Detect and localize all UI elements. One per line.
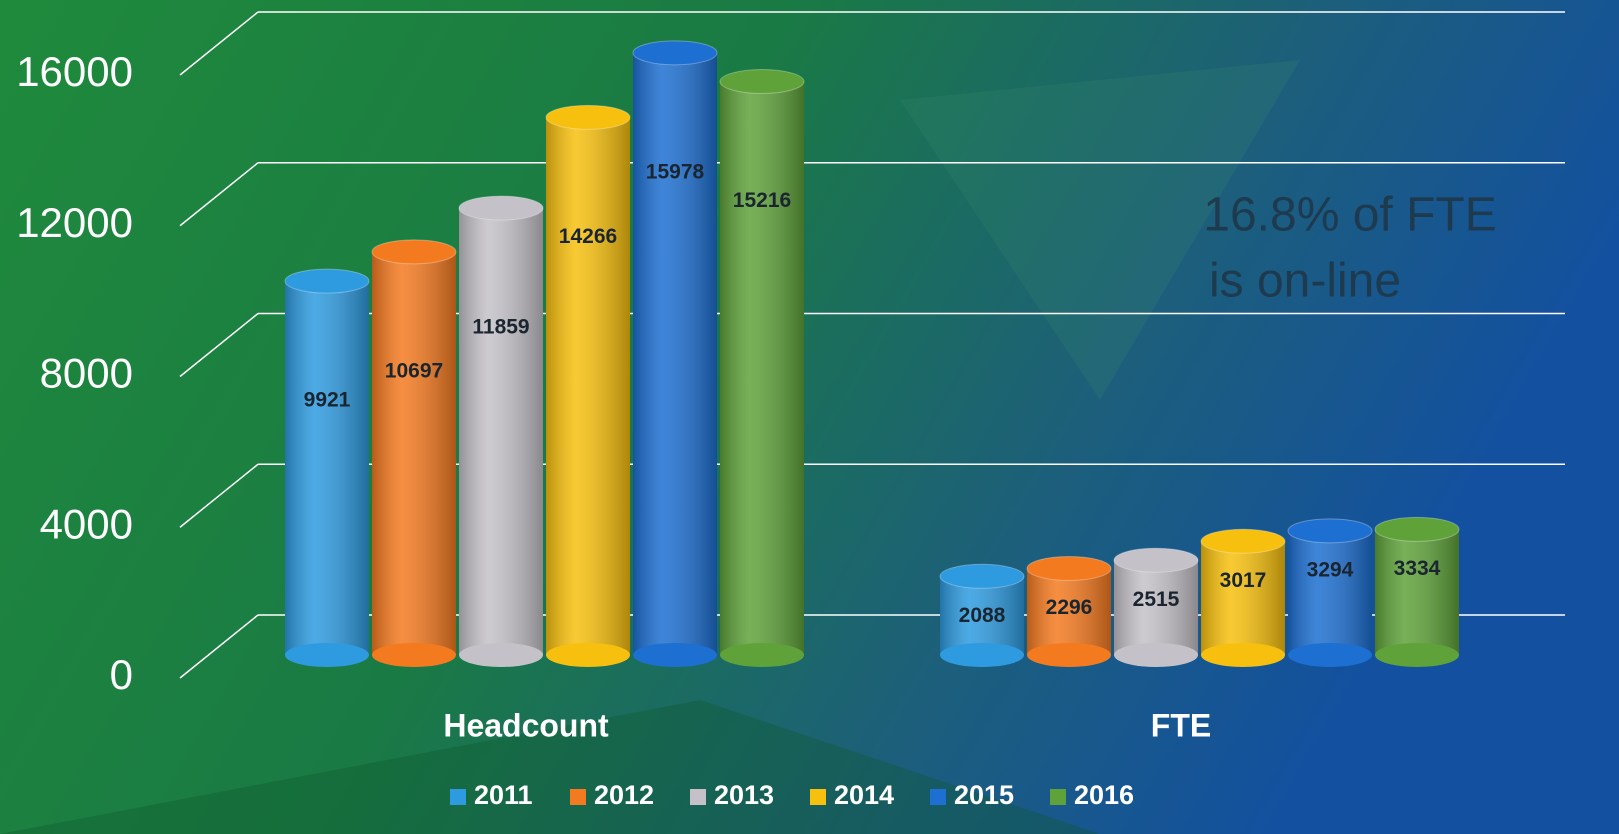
bar-top	[545, 104, 631, 130]
bar-shade	[285, 281, 369, 655]
data-label: 11859	[472, 316, 529, 339]
legend-swatch	[810, 789, 826, 805]
data-label: 10697	[385, 359, 443, 382]
bar-bottom	[1288, 643, 1372, 667]
bar-bottom	[633, 643, 717, 667]
decor	[900, 60, 1300, 400]
legend-label: 2016	[1074, 780, 1134, 810]
bar-bottom	[546, 643, 630, 667]
data-label: 15216	[733, 189, 791, 212]
bar-top	[939, 563, 1025, 589]
y-tick-label: 0	[110, 651, 133, 698]
bar-top	[719, 69, 805, 95]
annotation: 16.8% of FTE	[1203, 189, 1496, 242]
bar-top	[1200, 528, 1286, 554]
bar-top	[284, 268, 370, 294]
bar-top	[632, 40, 718, 66]
grid-line	[179, 162, 259, 227]
bar-top	[1026, 555, 1112, 581]
bar-top	[1287, 518, 1373, 544]
data-label: 3334	[1394, 557, 1441, 580]
data-label: 3294	[1307, 558, 1354, 581]
bar-shade	[372, 251, 456, 655]
legend-label: 2015	[954, 780, 1014, 810]
bar-top	[371, 239, 457, 265]
bar-bottom	[1375, 643, 1459, 667]
legend-label: 2012	[594, 780, 654, 810]
data-label: 2296	[1046, 596, 1093, 619]
bar	[939, 563, 1025, 667]
bar-bottom	[459, 643, 543, 667]
annotation: is on-line	[1209, 255, 1401, 308]
bar-bottom	[1027, 643, 1111, 667]
grid-line	[179, 614, 259, 679]
data-label: 15978	[646, 160, 705, 183]
bar-shade	[459, 208, 543, 655]
data-label: 14266	[559, 225, 617, 248]
bar-bottom	[285, 643, 369, 667]
bar-bottom	[372, 643, 456, 667]
x-tick-label: Headcount	[443, 707, 609, 743]
bar-shade	[1375, 529, 1459, 655]
bar-top	[1113, 547, 1199, 573]
bar-bottom	[1114, 643, 1198, 667]
bar	[284, 268, 370, 667]
legend-swatch	[930, 789, 946, 805]
bar-top	[1374, 516, 1460, 542]
bar	[632, 40, 718, 667]
bar-shade	[633, 52, 717, 656]
bar-bottom	[940, 643, 1024, 667]
y-tick-label: 8000	[40, 350, 133, 397]
y-tick-label: 16000	[16, 48, 133, 95]
bar-shade	[546, 117, 630, 656]
legend-label: 2013	[714, 780, 774, 810]
bar-shade	[720, 81, 804, 655]
bar-shade	[1027, 568, 1111, 655]
bar-shade	[1288, 530, 1372, 655]
bar	[1287, 518, 1373, 667]
data-label: 3017	[1220, 569, 1267, 592]
legend-swatch	[570, 789, 586, 805]
legend-swatch	[450, 789, 466, 805]
data-label: 2515	[1133, 588, 1180, 611]
grid-line	[179, 463, 259, 528]
bar-bottom	[720, 643, 804, 667]
bar	[545, 104, 631, 667]
bar-bottom	[1201, 643, 1285, 667]
bar	[1113, 547, 1199, 667]
bar-shade	[1201, 541, 1285, 655]
x-tick-label: FTE	[1151, 707, 1211, 743]
y-tick-label: 4000	[40, 500, 133, 547]
grid-line	[179, 312, 259, 378]
legend-label: 2011	[474, 780, 533, 810]
bar	[458, 195, 544, 667]
y-tick-label: 12000	[16, 199, 133, 246]
bar	[371, 239, 457, 667]
bar	[1200, 528, 1286, 667]
data-label: 9921	[304, 389, 351, 412]
bar	[1374, 516, 1460, 667]
bar	[719, 69, 805, 667]
legend-swatch	[690, 789, 706, 805]
bar-shade	[940, 576, 1024, 655]
legend-swatch	[1050, 789, 1066, 805]
bar-shade	[1114, 560, 1198, 655]
legend-label: 2014	[834, 780, 894, 810]
bar-top	[458, 195, 544, 221]
grid-line	[179, 11, 259, 76]
bar	[1026, 555, 1112, 667]
data-label: 2088	[959, 604, 1006, 627]
